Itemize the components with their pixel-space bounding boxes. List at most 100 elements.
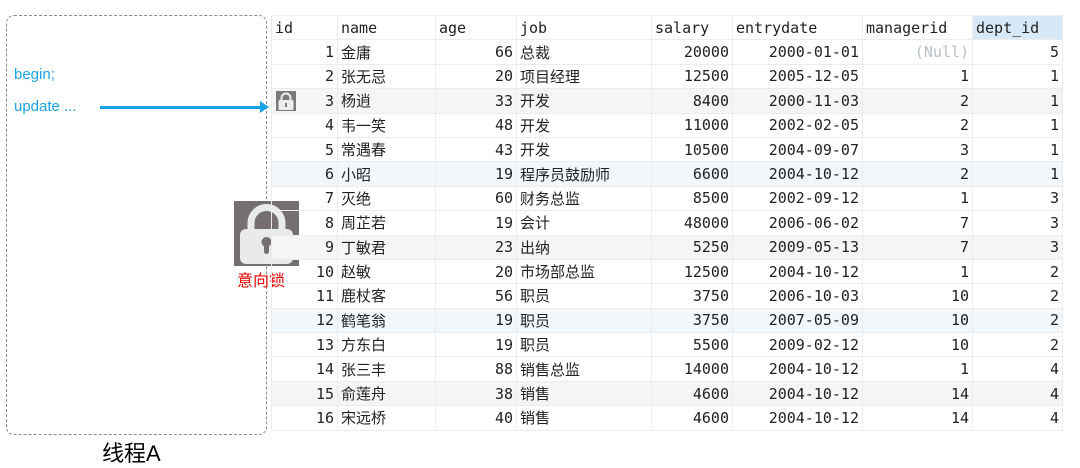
cell-job[interactable]: 程序员鼓励师 (516, 161, 652, 187)
cell-entrydate[interactable]: 2007-05-09 (732, 307, 863, 334)
cell-age[interactable]: 19 (435, 210, 517, 236)
cell-managerid[interactable]: 1 (862, 356, 973, 382)
column-header-name[interactable]: name (337, 14, 436, 41)
cell-id[interactable]: 1 (271, 39, 338, 65)
cell-salary[interactable]: 20000 (651, 39, 733, 65)
cell-salary[interactable]: 5250 (651, 234, 733, 260)
cell-age[interactable]: 38 (435, 380, 517, 407)
cell-entrydate[interactable]: 2006-10-03 (732, 283, 863, 309)
cell-dept-id[interactable]: 4 (972, 380, 1063, 407)
cell-age[interactable]: 56 (435, 283, 517, 309)
cell-job[interactable]: 职员 (516, 332, 652, 358)
cell-managerid[interactable]: 1 (862, 185, 973, 212)
cell-age[interactable]: 40 (435, 405, 517, 431)
cell-entrydate[interactable]: 2004-10-12 (732, 405, 863, 431)
cell-id[interactable]: 12 (271, 307, 338, 334)
column-header-entrydate[interactable]: entrydate (732, 14, 863, 41)
cell-name[interactable]: 赵敏 (337, 258, 436, 285)
cell-entrydate[interactable]: 2004-09-07 (732, 136, 863, 163)
cell-name[interactable]: 方东白 (337, 332, 436, 358)
cell-managerid[interactable]: 1 (862, 258, 973, 285)
cell-age[interactable]: 20 (435, 63, 517, 90)
cell-entrydate[interactable]: 2006-06-02 (732, 210, 863, 236)
table-row[interactable]: 8 周芷若 19 会计 48000 2006-06-02 7 3 (271, 210, 1063, 236)
cell-job[interactable]: 财务总监 (516, 185, 652, 212)
cell-name[interactable]: 宋远桥 (337, 405, 436, 431)
cell-id[interactable]: 14 (271, 356, 338, 382)
cell-id[interactable]: 16 (271, 405, 338, 431)
cell-job[interactable]: 开发 (516, 88, 652, 114)
cell-managerid[interactable]: 3 (862, 136, 973, 163)
table-row[interactable]: 4 韦一笑 48 开发 11000 2002-02-05 2 1 (271, 112, 1063, 138)
table-row[interactable]: 3 杨逍 33 开发 8400 2000-11-03 2 1 (271, 88, 1063, 114)
table-row[interactable]: 14 张三丰 88 销售总监 14000 2004-10-12 1 4 (271, 356, 1063, 382)
cell-name[interactable]: 鹤笔翁 (337, 307, 436, 334)
cell-job[interactable]: 职员 (516, 307, 652, 334)
cell-age[interactable]: 48 (435, 112, 517, 138)
cell-id[interactable]: 6 (271, 161, 338, 187)
cell-entrydate[interactable]: 2009-05-13 (732, 234, 863, 260)
cell-name[interactable]: 小昭 (337, 161, 436, 187)
cell-entrydate[interactable]: 2002-09-12 (732, 185, 863, 212)
cell-id[interactable]: 8 (271, 210, 338, 236)
cell-salary[interactable]: 5500 (651, 332, 733, 358)
cell-dept-id[interactable]: 1 (972, 88, 1063, 114)
cell-age[interactable]: 43 (435, 136, 517, 163)
cell-dept-id[interactable]: 1 (972, 136, 1063, 163)
cell-dept-id[interactable]: 5 (972, 39, 1063, 65)
cell-salary[interactable]: 8400 (651, 88, 733, 114)
cell-salary[interactable]: 8500 (651, 185, 733, 212)
cell-name[interactable]: 杨逍 (337, 88, 436, 114)
cell-age[interactable]: 20 (435, 258, 517, 285)
cell-job[interactable]: 销售 (516, 405, 652, 431)
cell-name[interactable]: 鹿杖客 (337, 283, 436, 309)
cell-salary[interactable]: 12500 (651, 63, 733, 90)
table-row[interactable]: 5 常遇春 43 开发 10500 2004-09-07 3 1 (271, 136, 1063, 163)
cell-age[interactable]: 19 (435, 332, 517, 358)
cell-job[interactable]: 项目经理 (516, 63, 652, 90)
cell-name[interactable]: 张无忌 (337, 63, 436, 90)
table-row[interactable]: 11 鹿杖客 56 职员 3750 2006-10-03 10 2 (271, 283, 1063, 309)
cell-managerid[interactable]: 10 (862, 283, 973, 309)
cell-salary[interactable]: 3750 (651, 307, 733, 334)
column-header-id[interactable]: id (271, 14, 338, 41)
cell-dept-id[interactable]: 2 (972, 307, 1063, 334)
cell-id[interactable]: 2 (271, 63, 338, 90)
column-header-salary[interactable]: salary (651, 14, 733, 41)
cell-entrydate[interactable]: 2005-12-05 (732, 63, 863, 90)
cell-managerid[interactable]: 2 (862, 88, 973, 114)
cell-salary[interactable]: 4600 (651, 380, 733, 407)
cell-managerid[interactable]: 14 (862, 380, 973, 407)
cell-dept-id[interactable]: 1 (972, 112, 1063, 138)
cell-job[interactable]: 销售 (516, 380, 652, 407)
cell-managerid[interactable]: 2 (862, 112, 973, 138)
cell-id[interactable]: 13 (271, 332, 338, 358)
cell-age[interactable]: 23 (435, 234, 517, 260)
cell-id[interactable]: 4 (271, 112, 338, 138)
cell-id[interactable]: 7 (271, 185, 338, 212)
cell-age[interactable]: 66 (435, 39, 517, 65)
cell-entrydate[interactable]: 2004-10-12 (732, 356, 863, 382)
cell-id[interactable]: 9 (271, 234, 338, 260)
cell-salary[interactable]: 14000 (651, 356, 733, 382)
cell-entrydate[interactable]: 2000-11-03 (732, 88, 863, 114)
cell-dept-id[interactable]: 3 (972, 185, 1063, 212)
cell-age[interactable]: 19 (435, 307, 517, 334)
cell-job[interactable]: 开发 (516, 112, 652, 138)
cell-job[interactable]: 开发 (516, 136, 652, 163)
cell-salary[interactable]: 4600 (651, 405, 733, 431)
column-header-dept-id[interactable]: dept_id (972, 14, 1063, 41)
column-header-job[interactable]: job (516, 14, 652, 41)
column-header-age[interactable]: age (435, 14, 517, 41)
cell-name[interactable]: 金庸 (337, 39, 436, 65)
cell-dept-id[interactable]: 2 (972, 258, 1063, 285)
cell-managerid[interactable]: 2 (862, 161, 973, 187)
table-row[interactable]: 16 宋远桥 40 销售 4600 2004-10-12 14 4 (271, 405, 1063, 431)
cell-age[interactable]: 33 (435, 88, 517, 114)
cell-salary[interactable]: 6600 (651, 161, 733, 187)
table-row[interactable]: 2 张无忌 20 项目经理 12500 2005-12-05 1 1 (271, 63, 1063, 90)
cell-managerid[interactable]: 7 (862, 210, 973, 236)
table-row[interactable]: 10 赵敏 20 市场部总监 12500 2004-10-12 1 2 (271, 258, 1063, 285)
cell-entrydate[interactable]: 2000-01-01 (732, 39, 863, 65)
column-header-managerid[interactable]: managerid (862, 14, 973, 41)
